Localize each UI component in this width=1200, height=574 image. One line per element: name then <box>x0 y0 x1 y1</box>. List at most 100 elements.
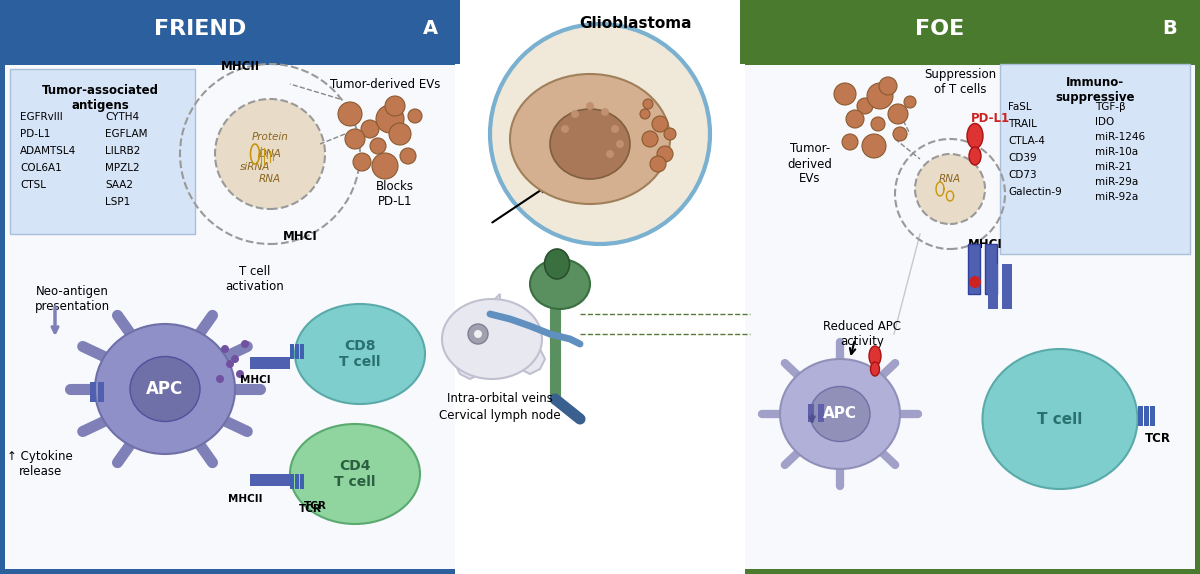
Ellipse shape <box>967 123 983 149</box>
Bar <box>5 65 455 569</box>
Circle shape <box>601 108 610 116</box>
Circle shape <box>372 153 398 179</box>
Text: FRIEND: FRIEND <box>154 19 246 39</box>
Circle shape <box>862 134 886 158</box>
Circle shape <box>216 375 224 383</box>
Text: Blocks
PD-L1: Blocks PD-L1 <box>376 180 414 208</box>
Circle shape <box>916 154 985 224</box>
Bar <box>1000 64 1190 254</box>
Circle shape <box>490 24 710 244</box>
Text: CD39: CD39 <box>1008 153 1037 163</box>
Bar <box>985 244 997 294</box>
Ellipse shape <box>550 109 630 179</box>
Text: FaSL: FaSL <box>1008 102 1032 112</box>
Text: miR-1246: miR-1246 <box>1096 132 1145 142</box>
Text: Intra-orbital veins: Intra-orbital veins <box>448 393 553 405</box>
Bar <box>455 0 745 574</box>
Bar <box>98 382 104 402</box>
Circle shape <box>842 134 858 150</box>
Text: LSP1: LSP1 <box>106 197 131 207</box>
Text: TCR: TCR <box>1145 432 1171 445</box>
Circle shape <box>834 83 856 105</box>
Circle shape <box>857 98 874 114</box>
Circle shape <box>468 324 488 344</box>
Bar <box>290 474 294 489</box>
Text: siRNA: siRNA <box>240 162 270 172</box>
Circle shape <box>665 129 674 139</box>
Text: Tumor-
derived
EVs: Tumor- derived EVs <box>787 142 833 185</box>
Circle shape <box>241 340 250 348</box>
Bar <box>290 344 294 359</box>
Text: Tumor-derived EVs: Tumor-derived EVs <box>330 77 440 91</box>
Text: B: B <box>1163 20 1177 38</box>
Ellipse shape <box>95 324 235 454</box>
Circle shape <box>616 140 624 148</box>
Text: LILRB2: LILRB2 <box>106 146 140 156</box>
Circle shape <box>215 99 325 209</box>
Text: Suppression
of T cells: Suppression of T cells <box>924 68 996 96</box>
Text: miR-21: miR-21 <box>1096 162 1132 172</box>
Text: Tumor-associated
antigens: Tumor-associated antigens <box>42 84 158 112</box>
Text: APC: APC <box>823 406 857 421</box>
Bar <box>10 69 194 234</box>
Ellipse shape <box>869 346 881 366</box>
Text: MHCI: MHCI <box>240 375 270 385</box>
Circle shape <box>230 355 239 363</box>
Text: RNA: RNA <box>938 174 961 184</box>
Bar <box>808 404 814 422</box>
Bar <box>295 344 299 359</box>
Circle shape <box>361 120 379 138</box>
Text: SAA2: SAA2 <box>106 180 133 190</box>
Text: IDO: IDO <box>1096 117 1115 127</box>
Text: CD73: CD73 <box>1008 170 1037 180</box>
Bar <box>818 404 824 422</box>
Ellipse shape <box>130 356 200 421</box>
Text: FOE: FOE <box>916 19 965 39</box>
Bar <box>1002 264 1012 309</box>
Text: miR-92a: miR-92a <box>1096 192 1139 202</box>
Circle shape <box>893 127 907 141</box>
Text: miR-29a: miR-29a <box>1096 177 1139 187</box>
Circle shape <box>474 330 482 338</box>
Text: TRAIL: TRAIL <box>1008 119 1037 129</box>
Circle shape <box>866 83 893 109</box>
Bar <box>1150 406 1154 426</box>
Circle shape <box>660 149 670 159</box>
Bar <box>968 244 980 294</box>
Bar <box>745 65 1195 569</box>
Text: CTLA-4: CTLA-4 <box>1008 136 1045 146</box>
Circle shape <box>611 125 619 133</box>
Circle shape <box>562 125 569 133</box>
Bar <box>1138 406 1142 426</box>
Circle shape <box>586 102 594 110</box>
Ellipse shape <box>442 299 542 379</box>
Text: miR-10a: miR-10a <box>1096 147 1138 157</box>
Ellipse shape <box>970 147 982 165</box>
Text: MHCII: MHCII <box>221 60 259 72</box>
Bar <box>0 0 460 574</box>
Text: CYTH4: CYTH4 <box>106 112 139 122</box>
Bar <box>300 344 304 359</box>
Ellipse shape <box>810 386 870 441</box>
Text: CD4
T cell: CD4 T cell <box>335 459 376 489</box>
Text: Immuno-
suppressive: Immuno- suppressive <box>1055 76 1135 104</box>
Text: TCR: TCR <box>299 504 322 514</box>
Text: A: A <box>422 20 438 38</box>
Circle shape <box>353 153 371 171</box>
Text: ADAMTSL4: ADAMTSL4 <box>20 146 77 156</box>
Ellipse shape <box>290 424 420 524</box>
Ellipse shape <box>545 249 570 279</box>
Bar <box>250 474 290 486</box>
Text: EGFRvIII: EGFRvIII <box>20 112 62 122</box>
Bar <box>0 0 460 64</box>
Text: T cell: T cell <box>1037 412 1082 426</box>
Circle shape <box>338 102 362 126</box>
Circle shape <box>226 360 234 368</box>
Circle shape <box>389 123 410 145</box>
Text: MHCI: MHCI <box>967 238 1002 250</box>
Text: Cervical lymph node: Cervical lymph node <box>439 409 560 422</box>
Bar <box>250 357 290 369</box>
Circle shape <box>888 104 908 124</box>
Circle shape <box>878 77 898 95</box>
Text: MPZL2: MPZL2 <box>106 163 139 173</box>
